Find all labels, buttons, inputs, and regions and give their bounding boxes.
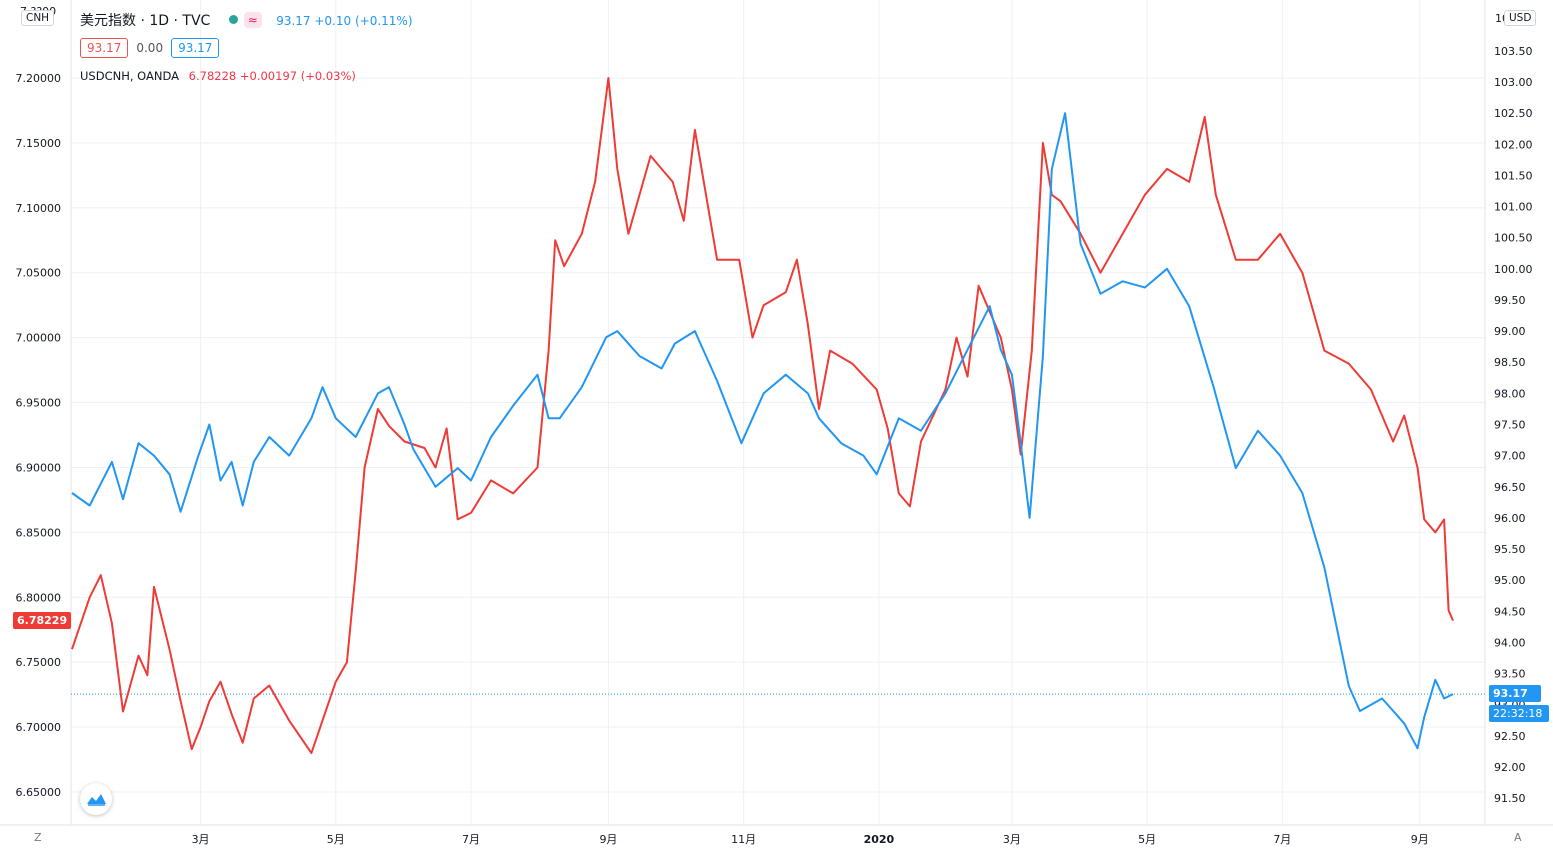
right-axis-tick-label: 92.50 (1494, 730, 1526, 743)
dxy-line (71, 112, 1454, 750)
left-axis-ticks: 7.20000 7.15000 7.10000 7.05000 7.00000 6.950… (16, 72, 62, 799)
right-axis-tick-label: 99.50 (1494, 294, 1526, 307)
usdcnh-price-label: 6.78229 (13, 612, 72, 629)
zoom-toggle[interactable]: Z (34, 831, 42, 844)
x-axis-tick-label: 5月 (327, 833, 345, 846)
left-axis-tick-label: 6.80000 (16, 591, 62, 604)
x-axis-ticks: 3月 5月 7月 9月 11月 2020 3月 5月 7月 9月 (192, 833, 1429, 846)
left-axis-tick-label: 6.90000 (16, 461, 62, 474)
left-axis-tick-label: 6.70000 (16, 721, 62, 734)
x-axis-tick-label: 7月 (1273, 833, 1291, 846)
right-axis-tick-label: 95.50 (1494, 543, 1526, 556)
overlay-symbol-legend[interactable]: USDCNH, OANDA 6.78228 +0.00197 (+0.03%) (80, 69, 356, 83)
left-axis-tick-label: 7.10000 (16, 202, 62, 215)
main-symbol-legend[interactable]: 美元指数 · 1D · TVC ≈ 93.17 +0.10 (+0.11%) (80, 10, 413, 30)
wave-icon: ≈ (243, 12, 262, 28)
left-scale-unit-label[interactable]: CNH (21, 10, 55, 26)
overlay-symbol-values: 6.78228 +0.00197 (+0.03%) (188, 69, 356, 83)
right-axis-tick-label: 103.00 (1494, 76, 1533, 89)
usdcnh-line (71, 77, 1454, 755)
series-layer (71, 77, 1454, 755)
right-axis-tick-label: 94.00 (1494, 636, 1526, 649)
right-axis-tick-label: 102.50 (1494, 107, 1533, 120)
right-axis-tick-label: 91.50 (1494, 792, 1526, 805)
left-axis-tick-label: 7.00000 (16, 332, 62, 345)
x-axis-tick-label: 5月 (1138, 833, 1156, 846)
dxy-price-label: 93.17 (1489, 685, 1541, 702)
right-scale-unit-label[interactable]: USD (1504, 10, 1537, 26)
x-axis-tick-label: 11月 (731, 833, 756, 846)
left-axis-tick-label: 6.75000 (16, 656, 62, 669)
right-axis-tick-label: 101.00 (1494, 201, 1533, 214)
countdown-label: 22:32:18 (1489, 705, 1549, 722)
right-axis-tick-label: 98.00 (1494, 387, 1526, 400)
tradingview-logo-icon[interactable] (80, 783, 112, 815)
right-axis-tick-label: 95.00 (1494, 574, 1526, 587)
right-axis-tick-label: 92.00 (1494, 761, 1526, 774)
x-axis-tick-label: 3月 (1003, 833, 1021, 846)
x-axis-tick-label: 2020 (864, 833, 895, 846)
overlay-symbol-title[interactable]: USDCNH, OANDA (80, 69, 180, 83)
right-axis-tick-label: 93.50 (1494, 668, 1526, 681)
buy-price-button[interactable]: 93.17 (171, 38, 220, 58)
main-symbol-values: 93.17 +0.10 (+0.11%) (276, 14, 413, 28)
right-axis-tick-label: 98.50 (1494, 356, 1526, 369)
x-axis-tick-label: 9月 (1411, 833, 1429, 846)
right-axis-tick-label: 97.50 (1494, 419, 1526, 432)
main-symbol-title[interactable]: 美元指数 · 1D · TVC (80, 13, 211, 29)
x-axis-tick-label: 7月 (462, 833, 480, 846)
trade-price-boxes: 93.17 0.00 93.17 (80, 38, 225, 58)
right-axis-tick-label: 99.00 (1494, 325, 1526, 338)
left-axis-tick-label: 6.85000 (16, 526, 62, 539)
right-axis-tick-label: 94.50 (1494, 605, 1526, 618)
sell-price-button[interactable]: 93.17 (80, 38, 129, 58)
right-axis-tick-label: 97.00 (1494, 450, 1526, 463)
right-axis-tick-label: 101.50 (1494, 169, 1533, 182)
auto-scale-toggle[interactable]: A (1514, 831, 1522, 844)
left-axis-tick-label: 7.20000 (16, 72, 62, 85)
right-axis-tick-label: 103.50 (1494, 45, 1533, 58)
right-axis-tick-label: 96.00 (1494, 512, 1526, 525)
right-axis-tick-label: 102.00 (1494, 138, 1533, 151)
left-axis-tick-label: 6.95000 (16, 397, 62, 410)
x-axis-tick-label: 9月 (599, 833, 617, 846)
green-dot-icon (228, 15, 238, 24)
left-axis-tick-label: 7.05000 (16, 267, 62, 280)
left-axis-tick-label: 6.65000 (16, 786, 62, 799)
right-axis-tick-label: 96.50 (1494, 481, 1526, 494)
x-axis-tick-label: 3月 (192, 833, 210, 846)
left-axis-tick-label: 7.15000 (16, 137, 62, 150)
grid-lines (71, 0, 1485, 825)
right-axis-tick-label: 100.50 (1494, 232, 1533, 245)
right-axis-tick-label: 100.00 (1494, 263, 1533, 276)
spread-value: 0.00 (136, 41, 164, 55)
